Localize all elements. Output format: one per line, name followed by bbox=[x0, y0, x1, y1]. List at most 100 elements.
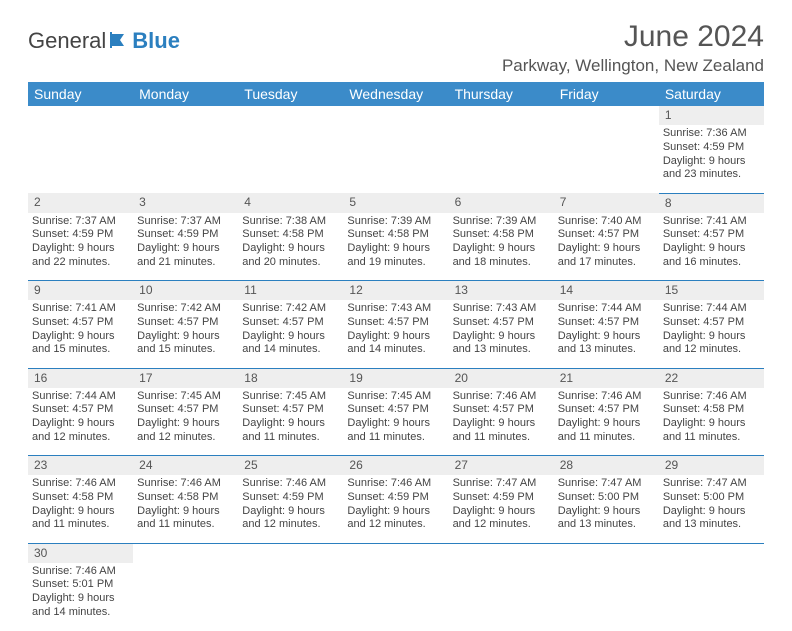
sunset-text: Sunset: 4:59 PM bbox=[663, 141, 760, 155]
daylight-text: Daylight: 9 hours bbox=[663, 155, 760, 169]
sunrise-text: Sunrise: 7:46 AM bbox=[558, 390, 655, 404]
daylight-text: Daylight: 9 hours bbox=[347, 505, 444, 519]
day-number: 15 bbox=[659, 281, 764, 301]
sunrise-text: Sunrise: 7:46 AM bbox=[663, 390, 760, 404]
sunset-text: Sunset: 4:57 PM bbox=[558, 403, 655, 417]
weekday-header-row: Sunday Monday Tuesday Wednesday Thursday… bbox=[28, 82, 764, 106]
day-number: 18 bbox=[238, 368, 343, 388]
sunrise-text: Sunrise: 7:44 AM bbox=[32, 390, 129, 404]
sunset-text: Sunset: 4:58 PM bbox=[663, 403, 760, 417]
daylight-text: and 12 minutes. bbox=[32, 431, 129, 445]
weekday-header: Monday bbox=[133, 82, 238, 106]
day-number: 16 bbox=[28, 368, 133, 388]
sunset-text: Sunset: 4:57 PM bbox=[453, 316, 550, 330]
day-number: 27 bbox=[449, 456, 554, 476]
sunrise-text: Sunrise: 7:47 AM bbox=[453, 477, 550, 491]
day-cell: Sunrise: 7:40 AMSunset: 4:57 PMDaylight:… bbox=[554, 213, 659, 281]
day-cell: Sunrise: 7:43 AMSunset: 4:57 PMDaylight:… bbox=[343, 300, 448, 368]
day-number bbox=[238, 543, 343, 563]
day-cell: Sunrise: 7:45 AMSunset: 4:57 PMDaylight:… bbox=[343, 388, 448, 456]
calendar-body: 1Sunrise: 7:36 AMSunset: 4:59 PMDaylight… bbox=[28, 106, 764, 631]
sunrise-text: Sunrise: 7:45 AM bbox=[137, 390, 234, 404]
sunset-text: Sunset: 5:00 PM bbox=[663, 491, 760, 505]
daylight-text: and 15 minutes. bbox=[137, 343, 234, 357]
day-content-row: Sunrise: 7:46 AMSunset: 4:58 PMDaylight:… bbox=[28, 475, 764, 543]
daylight-text: and 13 minutes. bbox=[558, 518, 655, 532]
daylight-text: Daylight: 9 hours bbox=[242, 417, 339, 431]
daylight-text: Daylight: 9 hours bbox=[347, 242, 444, 256]
day-cell: Sunrise: 7:41 AMSunset: 4:57 PMDaylight:… bbox=[28, 300, 133, 368]
sunrise-text: Sunrise: 7:47 AM bbox=[663, 477, 760, 491]
sunset-text: Sunset: 4:58 PM bbox=[137, 491, 234, 505]
daylight-text: Daylight: 9 hours bbox=[663, 505, 760, 519]
day-number bbox=[28, 106, 133, 125]
daylight-text: and 15 minutes. bbox=[32, 343, 129, 357]
day-number bbox=[133, 543, 238, 563]
day-cell bbox=[343, 563, 448, 631]
daylight-text: Daylight: 9 hours bbox=[558, 330, 655, 344]
daylight-text: Daylight: 9 hours bbox=[663, 330, 760, 344]
day-cell: Sunrise: 7:42 AMSunset: 4:57 PMDaylight:… bbox=[238, 300, 343, 368]
sunset-text: Sunset: 4:59 PM bbox=[453, 491, 550, 505]
day-cell: Sunrise: 7:39 AMSunset: 4:58 PMDaylight:… bbox=[343, 213, 448, 281]
day-number: 8 bbox=[659, 193, 764, 213]
sunrise-text: Sunrise: 7:46 AM bbox=[242, 477, 339, 491]
sunset-text: Sunset: 4:57 PM bbox=[137, 316, 234, 330]
day-cell: Sunrise: 7:42 AMSunset: 4:57 PMDaylight:… bbox=[133, 300, 238, 368]
daylight-text: Daylight: 9 hours bbox=[663, 417, 760, 431]
day-number: 30 bbox=[28, 543, 133, 563]
daylight-text: Daylight: 9 hours bbox=[453, 505, 550, 519]
day-cell: Sunrise: 7:36 AMSunset: 4:59 PMDaylight:… bbox=[659, 125, 764, 193]
daylight-text: and 20 minutes. bbox=[242, 256, 339, 270]
day-cell: Sunrise: 7:46 AMSunset: 4:57 PMDaylight:… bbox=[554, 388, 659, 456]
sunrise-text: Sunrise: 7:46 AM bbox=[137, 477, 234, 491]
day-cell: Sunrise: 7:46 AMSunset: 4:58 PMDaylight:… bbox=[133, 475, 238, 543]
sunrise-text: Sunrise: 7:38 AM bbox=[242, 215, 339, 229]
day-cell bbox=[554, 563, 659, 631]
day-cell: Sunrise: 7:41 AMSunset: 4:57 PMDaylight:… bbox=[659, 213, 764, 281]
day-number: 24 bbox=[133, 456, 238, 476]
daylight-text: and 11 minutes. bbox=[453, 431, 550, 445]
sunset-text: Sunset: 4:57 PM bbox=[242, 403, 339, 417]
sunset-text: Sunset: 4:58 PM bbox=[347, 228, 444, 242]
day-cell: Sunrise: 7:44 AMSunset: 4:57 PMDaylight:… bbox=[554, 300, 659, 368]
calendar-table: Sunday Monday Tuesday Wednesday Thursday… bbox=[28, 82, 764, 631]
daylight-text: and 19 minutes. bbox=[347, 256, 444, 270]
daylight-text: Daylight: 9 hours bbox=[32, 592, 129, 606]
day-cell: Sunrise: 7:44 AMSunset: 4:57 PMDaylight:… bbox=[28, 388, 133, 456]
day-number: 2 bbox=[28, 193, 133, 213]
daylight-text: and 11 minutes. bbox=[558, 431, 655, 445]
day-cell: Sunrise: 7:47 AMSunset: 4:59 PMDaylight:… bbox=[449, 475, 554, 543]
sunrise-text: Sunrise: 7:36 AM bbox=[663, 127, 760, 141]
sunrise-text: Sunrise: 7:39 AM bbox=[453, 215, 550, 229]
sunset-text: Sunset: 4:58 PM bbox=[453, 228, 550, 242]
day-cell bbox=[133, 125, 238, 193]
title-block: June 2024 Parkway, Wellington, New Zeala… bbox=[502, 20, 764, 76]
day-cell bbox=[449, 125, 554, 193]
daylight-text: and 12 minutes. bbox=[137, 431, 234, 445]
day-number: 12 bbox=[343, 281, 448, 301]
day-number-row: 23242526272829 bbox=[28, 456, 764, 476]
daylight-text: and 11 minutes. bbox=[663, 431, 760, 445]
day-number bbox=[554, 106, 659, 125]
sunrise-text: Sunrise: 7:45 AM bbox=[242, 390, 339, 404]
sunrise-text: Sunrise: 7:43 AM bbox=[453, 302, 550, 316]
sunset-text: Sunset: 4:57 PM bbox=[663, 228, 760, 242]
day-content-row: Sunrise: 7:46 AMSunset: 5:01 PMDaylight:… bbox=[28, 563, 764, 631]
weekday-header: Sunday bbox=[28, 82, 133, 106]
day-number: 4 bbox=[238, 193, 343, 213]
sunset-text: Sunset: 5:01 PM bbox=[32, 578, 129, 592]
day-number bbox=[449, 543, 554, 563]
sunrise-text: Sunrise: 7:37 AM bbox=[32, 215, 129, 229]
sunrise-text: Sunrise: 7:46 AM bbox=[453, 390, 550, 404]
daylight-text: and 14 minutes. bbox=[32, 606, 129, 620]
day-cell: Sunrise: 7:46 AMSunset: 4:58 PMDaylight:… bbox=[28, 475, 133, 543]
sunset-text: Sunset: 4:57 PM bbox=[32, 316, 129, 330]
daylight-text: and 14 minutes. bbox=[242, 343, 339, 357]
day-number bbox=[133, 106, 238, 125]
day-cell: Sunrise: 7:37 AMSunset: 4:59 PMDaylight:… bbox=[133, 213, 238, 281]
daylight-text: Daylight: 9 hours bbox=[242, 242, 339, 256]
day-number: 9 bbox=[28, 281, 133, 301]
day-number bbox=[343, 106, 448, 125]
day-number-row: 30 bbox=[28, 543, 764, 563]
